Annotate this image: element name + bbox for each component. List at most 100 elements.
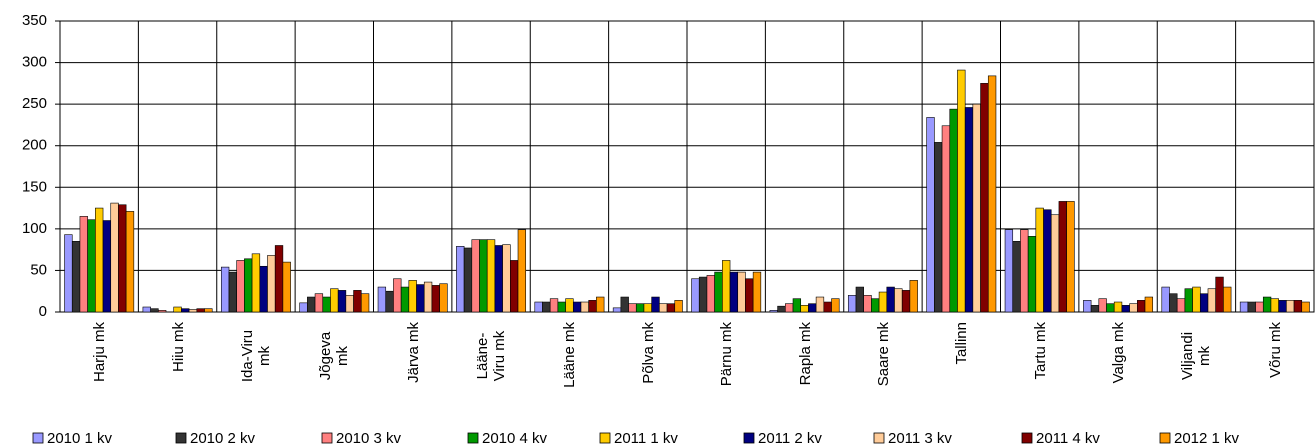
bar — [815, 296, 825, 313]
bar — [110, 202, 119, 313]
bar — [251, 253, 261, 313]
bar — [871, 298, 880, 313]
bar — [972, 103, 981, 313]
bar — [416, 284, 425, 313]
bar — [745, 278, 754, 313]
bar — [64, 234, 73, 313]
x-tick-label: Lääne mk — [560, 322, 578, 388]
bar — [628, 303, 637, 313]
x-tick-label-box: Tallinn — [941, 322, 981, 390]
x-tick-label: Viljandi mk — [1179, 331, 1214, 381]
bar — [1035, 207, 1044, 313]
bar — [1058, 201, 1067, 313]
bar — [941, 125, 951, 313]
bar — [659, 303, 668, 313]
bar — [1027, 236, 1037, 313]
bar — [360, 293, 370, 313]
bar — [1113, 301, 1123, 313]
bar — [188, 309, 198, 313]
bar — [125, 211, 135, 313]
bar — [596, 296, 605, 313]
bar — [1270, 298, 1279, 313]
bar — [1144, 296, 1154, 313]
bar — [949, 108, 958, 313]
bar — [1169, 293, 1178, 313]
bar — [1043, 209, 1052, 313]
bar — [980, 83, 989, 313]
bar — [635, 303, 645, 313]
bar — [729, 271, 739, 313]
bar — [909, 280, 918, 313]
bar — [557, 301, 566, 313]
x-tick-label: Saare mk — [874, 322, 892, 387]
bar — [158, 310, 167, 313]
legend-swatch — [599, 432, 611, 444]
bar — [863, 295, 872, 313]
bar — [282, 261, 291, 313]
bar — [1247, 301, 1256, 313]
y-tick-label: 200 — [22, 137, 47, 154]
bar — [1121, 305, 1130, 313]
bar — [102, 220, 112, 313]
bar — [534, 301, 543, 313]
bar — [777, 305, 786, 313]
bar — [71, 241, 81, 313]
bar — [565, 298, 574, 313]
legend-swatch — [743, 432, 755, 444]
x-tick-label: Ida-Viru mk — [238, 329, 273, 383]
bar — [1286, 300, 1295, 313]
bar — [1293, 300, 1303, 313]
legend-swatch — [1021, 432, 1033, 444]
bar — [1207, 288, 1216, 313]
bar — [737, 271, 746, 313]
bar — [1090, 305, 1100, 313]
legend-label: 2011 2 kv — [758, 430, 822, 447]
y-tick-label: 100 — [22, 220, 47, 237]
legend-swatch — [467, 432, 479, 444]
bar — [345, 295, 354, 313]
bar — [322, 296, 331, 313]
bar — [549, 298, 559, 313]
x-tick-label-box: Põlva mk — [628, 322, 668, 390]
legend-label: 2012 1 kv — [1174, 430, 1240, 447]
bar — [808, 303, 817, 313]
x-tick-label-box: Võru mk — [1255, 322, 1295, 390]
bar — [706, 275, 715, 313]
plot-frame — [59, 20, 1315, 313]
bar — [1098, 298, 1107, 313]
bar — [393, 278, 402, 313]
x-tick-label: Jõgeva mk — [317, 331, 352, 381]
bar — [228, 271, 237, 313]
bar — [1223, 286, 1232, 313]
bar — [431, 285, 440, 313]
bar — [572, 301, 582, 313]
legend-label: 2010 1 kv — [47, 430, 113, 447]
bar — [299, 302, 308, 313]
bar — [118, 204, 127, 313]
y-tick-label: 0 — [39, 303, 47, 320]
bar — [620, 296, 629, 313]
bar — [674, 300, 683, 313]
bar — [643, 303, 652, 313]
bar — [957, 69, 966, 313]
bar — [494, 245, 503, 313]
bar — [1278, 300, 1287, 313]
bar — [1106, 303, 1115, 313]
bar — [173, 306, 182, 313]
bar — [1199, 293, 1209, 313]
bar — [471, 239, 480, 313]
bar — [752, 271, 762, 313]
legend-swatch — [1159, 432, 1171, 444]
bar — [1215, 276, 1224, 313]
bar — [1066, 201, 1075, 313]
legend-swatch — [32, 432, 44, 444]
x-tick-label: Järva mk — [404, 322, 422, 383]
bar — [1020, 229, 1029, 313]
bar — [1192, 286, 1201, 313]
bar — [878, 291, 888, 313]
bar — [1004, 229, 1014, 313]
bar — [330, 288, 339, 313]
bar — [1012, 241, 1021, 313]
bar — [510, 260, 519, 313]
bar — [274, 245, 284, 313]
